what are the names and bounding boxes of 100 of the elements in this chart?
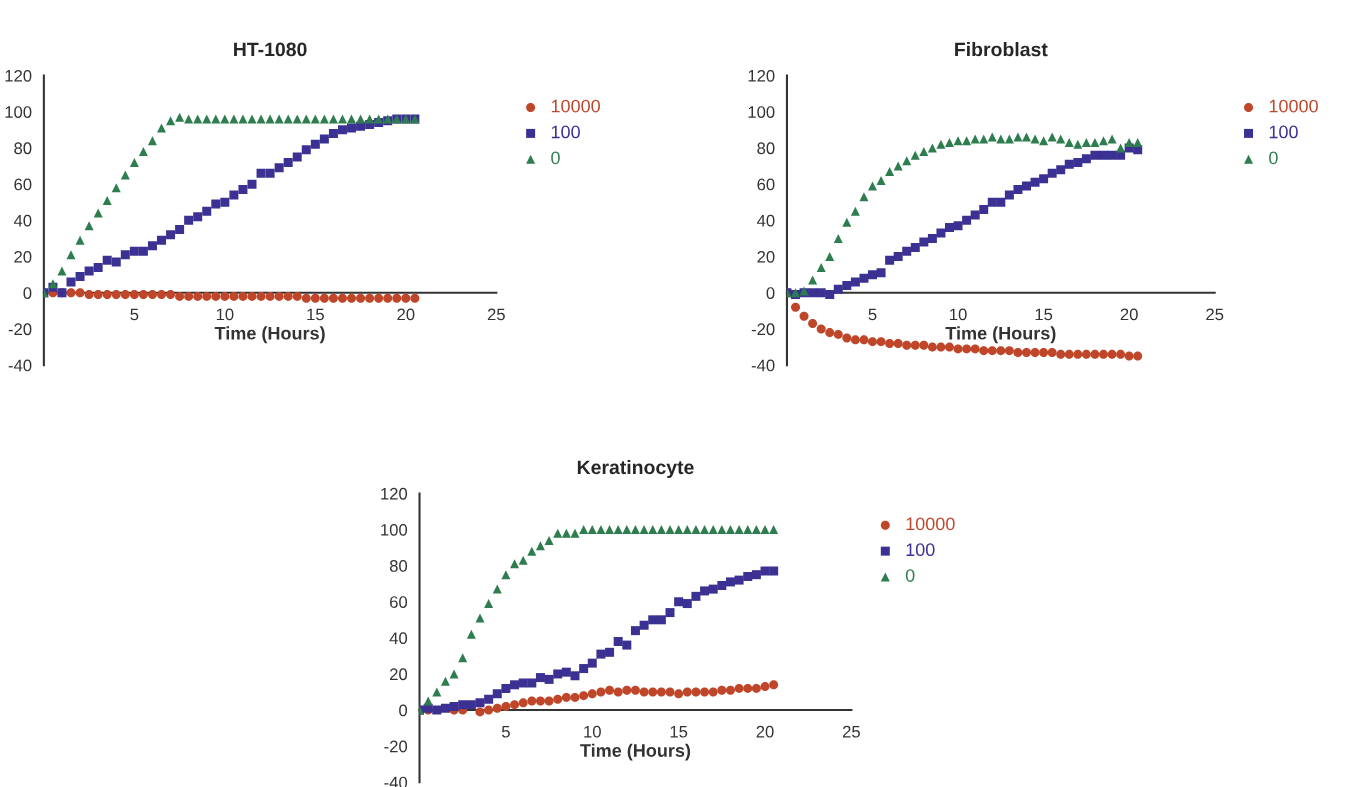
point — [648, 687, 658, 697]
point — [347, 123, 357, 133]
point — [945, 138, 954, 148]
point — [725, 685, 735, 695]
point — [66, 288, 76, 298]
point — [184, 291, 194, 301]
point — [102, 290, 112, 300]
point — [211, 291, 221, 301]
point — [708, 525, 718, 535]
point — [850, 335, 860, 345]
point — [374, 293, 384, 303]
point — [850, 277, 860, 287]
point — [475, 613, 485, 623]
point — [876, 337, 886, 347]
point — [842, 281, 852, 291]
point — [682, 599, 692, 609]
x-tick-label: 10 — [950, 308, 967, 321]
point — [1013, 348, 1023, 357]
point — [1073, 349, 1083, 359]
point — [319, 293, 329, 303]
point — [656, 525, 666, 535]
point — [247, 291, 257, 301]
point — [175, 112, 185, 122]
point — [527, 696, 537, 706]
point — [544, 674, 554, 684]
point — [492, 584, 502, 594]
point — [919, 147, 929, 157]
point — [93, 290, 103, 300]
point — [220, 291, 230, 301]
point — [1047, 348, 1057, 357]
point — [129, 290, 139, 300]
point — [919, 340, 929, 350]
point — [996, 346, 1006, 356]
point — [868, 181, 877, 191]
point — [518, 555, 528, 565]
point — [945, 223, 954, 233]
point — [1064, 159, 1074, 169]
point — [691, 687, 701, 697]
point — [665, 608, 675, 618]
point — [432, 705, 442, 715]
point — [743, 571, 753, 581]
point — [751, 570, 761, 580]
point — [799, 311, 809, 321]
point — [256, 291, 266, 301]
point — [440, 676, 450, 686]
point — [501, 570, 511, 580]
point — [665, 525, 675, 535]
point — [193, 212, 203, 222]
point — [1081, 154, 1091, 164]
x-tick-label: 15 — [1035, 308, 1053, 321]
point — [579, 664, 589, 674]
point — [410, 293, 420, 303]
point — [876, 176, 886, 186]
point — [147, 290, 157, 300]
point — [945, 342, 954, 352]
point — [561, 667, 571, 677]
point — [175, 224, 185, 234]
point — [885, 166, 895, 176]
point — [84, 266, 94, 276]
y-tick-label: 0 — [23, 287, 32, 299]
point — [301, 145, 311, 155]
point — [630, 626, 640, 636]
x-tick-label: 15 — [307, 308, 324, 321]
point — [492, 703, 502, 713]
point — [1004, 190, 1014, 200]
y-tick-label: 20 — [390, 668, 408, 681]
point — [466, 629, 476, 639]
y-tick-label: 40 — [756, 214, 775, 227]
point — [292, 152, 302, 162]
point — [401, 293, 411, 303]
point — [674, 597, 684, 607]
point — [927, 233, 937, 243]
point — [579, 691, 589, 701]
point — [700, 525, 710, 535]
point — [596, 525, 606, 535]
y-tick-label: 120 — [5, 69, 32, 82]
point — [596, 687, 606, 697]
x-tick-label: 20 — [1120, 308, 1138, 321]
point — [605, 647, 615, 657]
point — [184, 215, 194, 225]
point — [544, 535, 554, 545]
point — [510, 559, 520, 569]
point — [111, 257, 121, 267]
x-tick-label: 25 — [842, 725, 860, 738]
point — [475, 707, 485, 717]
point — [910, 150, 920, 160]
point — [1107, 349, 1117, 359]
point — [120, 290, 130, 300]
x-tick-label: 15 — [670, 725, 688, 738]
point — [356, 121, 366, 131]
point — [902, 246, 912, 256]
point — [691, 591, 701, 601]
point — [535, 541, 545, 551]
point — [1073, 157, 1083, 167]
point — [120, 170, 130, 180]
point — [229, 291, 239, 301]
point — [885, 338, 895, 348]
point — [833, 284, 843, 294]
point — [708, 687, 718, 697]
point — [274, 291, 284, 301]
